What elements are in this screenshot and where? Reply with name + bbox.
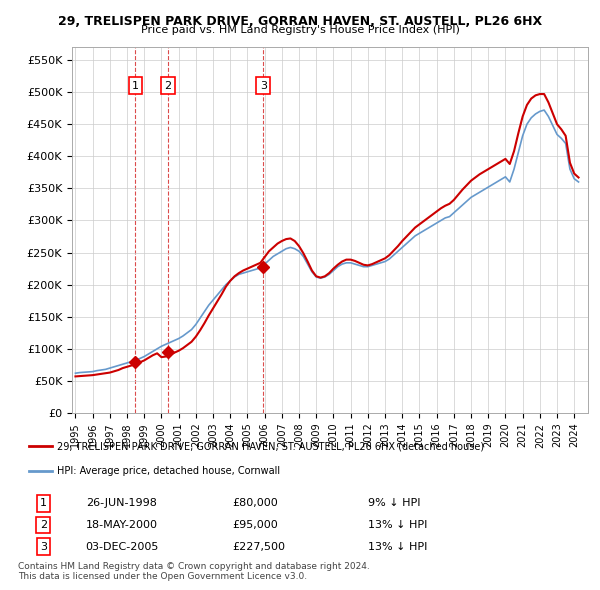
Text: £95,000: £95,000 (232, 520, 278, 530)
Text: 03-DEC-2005: 03-DEC-2005 (86, 542, 159, 552)
Text: 2: 2 (164, 81, 172, 91)
Text: 2: 2 (40, 520, 47, 530)
Text: 13% ↓ HPI: 13% ↓ HPI (368, 542, 427, 552)
Text: 13% ↓ HPI: 13% ↓ HPI (368, 520, 427, 530)
Text: £80,000: £80,000 (232, 499, 278, 508)
Text: £227,500: £227,500 (232, 542, 286, 552)
Text: Contains HM Land Registry data © Crown copyright and database right 2024.
This d: Contains HM Land Registry data © Crown c… (18, 562, 370, 581)
Text: 18-MAY-2000: 18-MAY-2000 (86, 520, 158, 530)
Text: 3: 3 (260, 81, 267, 91)
Text: 9% ↓ HPI: 9% ↓ HPI (368, 499, 420, 508)
Text: Price paid vs. HM Land Registry's House Price Index (HPI): Price paid vs. HM Land Registry's House … (140, 25, 460, 35)
Text: 29, TRELISPEN PARK DRIVE, GORRAN HAVEN, ST. AUSTELL, PL26 6HX (detached house): 29, TRELISPEN PARK DRIVE, GORRAN HAVEN, … (58, 441, 485, 451)
Text: 3: 3 (40, 542, 47, 552)
Text: HPI: Average price, detached house, Cornwall: HPI: Average price, detached house, Corn… (58, 466, 281, 476)
Text: 1: 1 (40, 499, 47, 508)
Text: 1: 1 (132, 81, 139, 91)
Text: 29, TRELISPEN PARK DRIVE, GORRAN HAVEN, ST. AUSTELL, PL26 6HX: 29, TRELISPEN PARK DRIVE, GORRAN HAVEN, … (58, 15, 542, 28)
Text: 26-JUN-1998: 26-JUN-1998 (86, 499, 157, 508)
